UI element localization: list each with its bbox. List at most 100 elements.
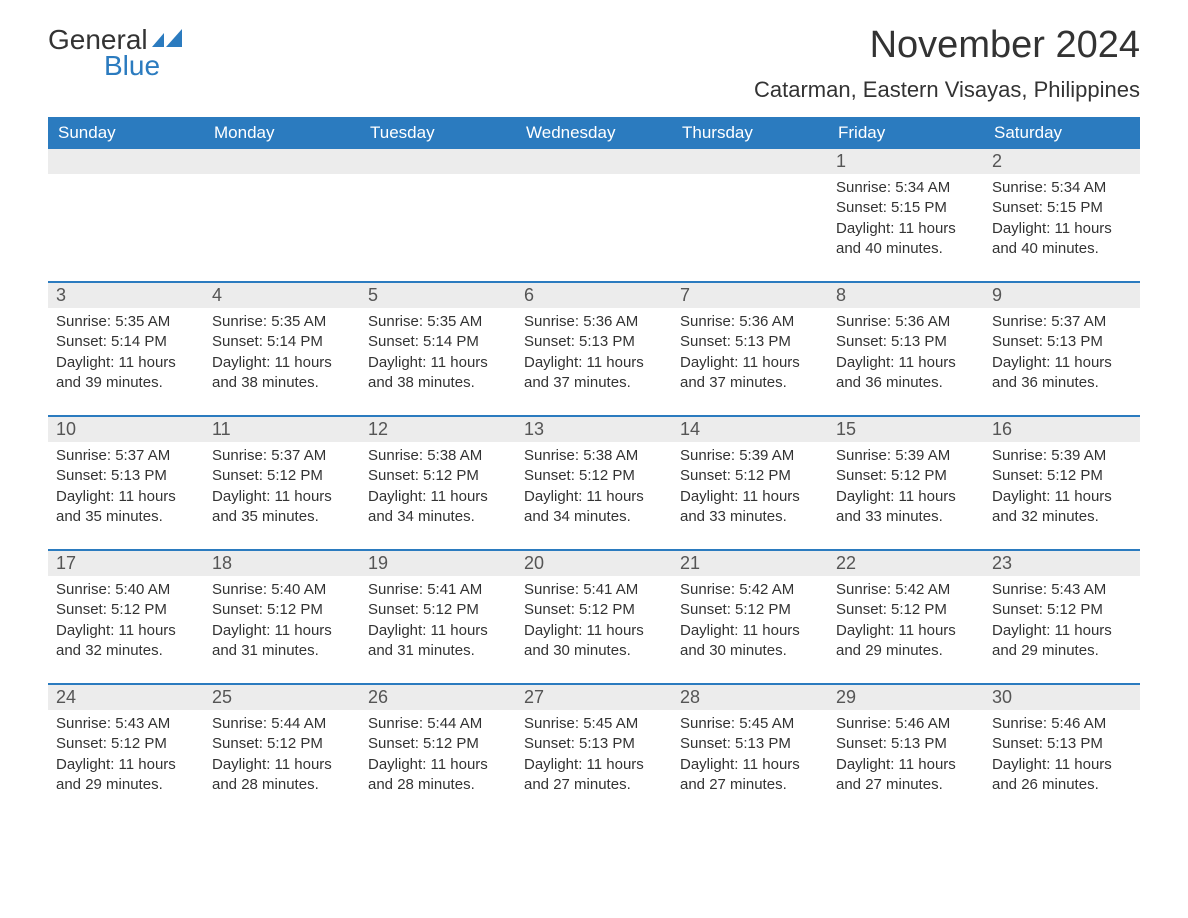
daylight-line: Daylight: 11 hours and 32 minutes. <box>992 487 1136 528</box>
day-cell: 28Sunrise: 5:45 AMSunset: 5:13 PMDayligh… <box>672 685 828 803</box>
day-cell: 1Sunrise: 5:34 AMSunset: 5:15 PMDaylight… <box>828 149 984 267</box>
day-number: 25 <box>204 685 360 710</box>
day-number: 30 <box>984 685 1140 710</box>
day-cell: 18 Sunrise: 5:40 AMSunset: 5:12 PMDayligh… <box>204 551 360 669</box>
daylight-line: Daylight: 11 hours and 29 minutes. <box>56 755 200 796</box>
sunset-line: Sunset: 5:12 PM <box>524 600 668 620</box>
location-subtitle: Catarman, Eastern Visayas, Philippines <box>754 77 1140 103</box>
day-number <box>672 149 828 174</box>
weekday-header-cell: Saturday <box>984 117 1140 149</box>
daylight-line: Daylight: 11 hours and 36 minutes. <box>992 353 1136 394</box>
day-number: 10 <box>48 417 204 442</box>
sunset-line: Sunset: 5:13 PM <box>680 332 824 352</box>
day-cell: 25 Sunrise: 5:44 AMSunset: 5:12 PMDayligh… <box>204 685 360 803</box>
daylight-line: Daylight: 11 hours and 33 minutes. <box>680 487 824 528</box>
day-cell: 8Sunrise: 5:36 AMSunset: 5:13 PMDaylight… <box>828 283 984 401</box>
daylight-line: Daylight: 11 hours and 28 minutes. <box>368 755 512 796</box>
sunrise-line: Sunrise: 5:37 AM <box>992 312 1136 332</box>
daylight-line: Daylight: 11 hours and 31 minutes. <box>368 621 512 662</box>
day-number: 29 <box>828 685 984 710</box>
sunset-line: Sunset: 5:13 PM <box>836 332 980 352</box>
daylight-line: Daylight: 11 hours and 30 minutes. <box>680 621 824 662</box>
day-cell: 22Sunrise: 5:42 AMSunset: 5:12 PMDayligh… <box>828 551 984 669</box>
sunset-line: Sunset: 5:12 PM <box>368 466 512 486</box>
day-number <box>48 149 204 174</box>
day-number: 27 <box>516 685 672 710</box>
sunrise-line: Sunrise: 5:45 AM <box>680 714 824 734</box>
day-number: 6 <box>516 283 672 308</box>
sunset-line: Sunset: 5:12 PM <box>680 466 824 486</box>
daylight-line: Daylight: 11 hours and 34 minutes. <box>524 487 668 528</box>
day-cell: 4 Sunrise: 5:35 AMSunset: 5:14 PMDaylight… <box>204 283 360 401</box>
daylight-line: Daylight: 11 hours and 37 minutes. <box>680 353 824 394</box>
sunrise-line: Sunrise: 5:43 AM <box>992 580 1136 600</box>
sunset-line: Sunset: 5:12 PM <box>836 466 980 486</box>
empty-day-cell <box>204 149 360 267</box>
sunset-line: Sunset: 5:13 PM <box>680 734 824 754</box>
weekday-header-cell: Tuesday <box>360 117 516 149</box>
daylight-line: Daylight: 11 hours and 33 minutes. <box>836 487 980 528</box>
daylight-line: Daylight: 11 hours and 30 minutes. <box>524 621 668 662</box>
sunrise-line: Sunrise: 5:42 AM <box>680 580 824 600</box>
day-cell: 29Sunrise: 5:46 AMSunset: 5:13 PMDayligh… <box>828 685 984 803</box>
sunrise-line: Sunrise: 5:39 AM <box>680 446 824 466</box>
sunset-line: Sunset: 5:14 PM <box>368 332 512 352</box>
calendar: SundayMondayTuesdayWednesdayThursdayFrid… <box>48 117 1140 803</box>
day-details: Sunrise: 5:42 AMSunset: 5:12 PMDaylight:… <box>676 580 824 661</box>
day-cell: 2Sunrise: 5:34 AMSunset: 5:15 PMDaylight… <box>984 149 1140 267</box>
day-details: Sunrise: 5:42 AMSunset: 5:12 PMDaylight:… <box>832 580 980 661</box>
day-details: Sunrise: 5:40 AMSunset: 5:12 PMDaylight:… <box>208 580 356 661</box>
empty-day-cell <box>516 149 672 267</box>
day-details: Sunrise: 5:38 AMSunset: 5:12 PMDaylight:… <box>520 446 668 527</box>
day-cell: 6Sunrise: 5:36 AMSunset: 5:13 PMDaylight… <box>516 283 672 401</box>
sunrise-line: Sunrise: 5:40 AM <box>212 580 356 600</box>
daylight-line: Daylight: 11 hours and 29 minutes. <box>992 621 1136 662</box>
day-number: 16 <box>984 417 1140 442</box>
daylight-line: Daylight: 11 hours and 27 minutes. <box>836 755 980 796</box>
weekday-header-cell: Wednesday <box>516 117 672 149</box>
daylight-line: Daylight: 11 hours and 40 minutes. <box>836 219 980 260</box>
sunset-line: Sunset: 5:12 PM <box>368 600 512 620</box>
day-details: Sunrise: 5:43 AMSunset: 5:12 PMDaylight:… <box>988 580 1136 661</box>
sunset-line: Sunset: 5:12 PM <box>992 466 1136 486</box>
daylight-line: Daylight: 11 hours and 37 minutes. <box>524 353 668 394</box>
day-details: Sunrise: 5:40 AMSunset: 5:12 PMDaylight:… <box>52 580 200 661</box>
day-details: Sunrise: 5:41 AMSunset: 5:12 PMDaylight:… <box>364 580 512 661</box>
day-cell: 11 Sunrise: 5:37 AMSunset: 5:12 PMDayligh… <box>204 417 360 535</box>
day-number: 18 <box>204 551 360 576</box>
sunrise-line: Sunrise: 5:35 AM <box>368 312 512 332</box>
daylight-line: Daylight: 11 hours and 40 minutes. <box>992 219 1136 260</box>
daylight-line: Daylight: 11 hours and 36 minutes. <box>836 353 980 394</box>
day-cell: 12Sunrise: 5:38 AMSunset: 5:12 PMDayligh… <box>360 417 516 535</box>
day-cell: 21 Sunrise: 5:42 AMSunset: 5:12 PMDayligh… <box>672 551 828 669</box>
sunrise-line: Sunrise: 5:46 AM <box>836 714 980 734</box>
title-block: November 2024 Catarman, Eastern Visayas,… <box>754 24 1140 103</box>
day-details: Sunrise: 5:35 AMSunset: 5:14 PMDaylight:… <box>208 312 356 393</box>
daylight-line: Daylight: 11 hours and 29 minutes. <box>836 621 980 662</box>
sunset-line: Sunset: 5:13 PM <box>992 734 1136 754</box>
day-number: 3 <box>48 283 204 308</box>
day-number: 11 <box>204 417 360 442</box>
daylight-line: Daylight: 11 hours and 35 minutes. <box>56 487 200 528</box>
day-number: 4 <box>204 283 360 308</box>
day-cell: 27 Sunrise: 5:45 AMSunset: 5:13 PMDayligh… <box>516 685 672 803</box>
day-details: Sunrise: 5:45 AMSunset: 5:13 PMDaylight:… <box>520 714 668 795</box>
daylight-line: Daylight: 11 hours and 35 minutes. <box>212 487 356 528</box>
day-cell: 9Sunrise: 5:37 AMSunset: 5:13 PMDaylight… <box>984 283 1140 401</box>
day-details: Sunrise: 5:34 AMSunset: 5:15 PMDaylight:… <box>832 178 980 259</box>
sunrise-line: Sunrise: 5:40 AM <box>56 580 200 600</box>
sunrise-line: Sunrise: 5:41 AM <box>368 580 512 600</box>
sunset-line: Sunset: 5:12 PM <box>212 466 356 486</box>
sunrise-line: Sunrise: 5:36 AM <box>836 312 980 332</box>
header: General Blue November 2024 Catarman, Eas… <box>48 24 1140 103</box>
sunset-line: Sunset: 5:13 PM <box>992 332 1136 352</box>
sunrise-line: Sunrise: 5:39 AM <box>836 446 980 466</box>
sunset-line: Sunset: 5:14 PM <box>56 332 200 352</box>
day-details: Sunrise: 5:46 AMSunset: 5:13 PMDaylight:… <box>988 714 1136 795</box>
day-number: 21 <box>672 551 828 576</box>
logo: General Blue <box>48 24 182 82</box>
day-details: Sunrise: 5:44 AMSunset: 5:12 PMDaylight:… <box>208 714 356 795</box>
sunrise-line: Sunrise: 5:34 AM <box>836 178 980 198</box>
day-details: Sunrise: 5:41 AMSunset: 5:12 PMDaylight:… <box>520 580 668 661</box>
day-details: Sunrise: 5:37 AMSunset: 5:12 PMDaylight:… <box>208 446 356 527</box>
